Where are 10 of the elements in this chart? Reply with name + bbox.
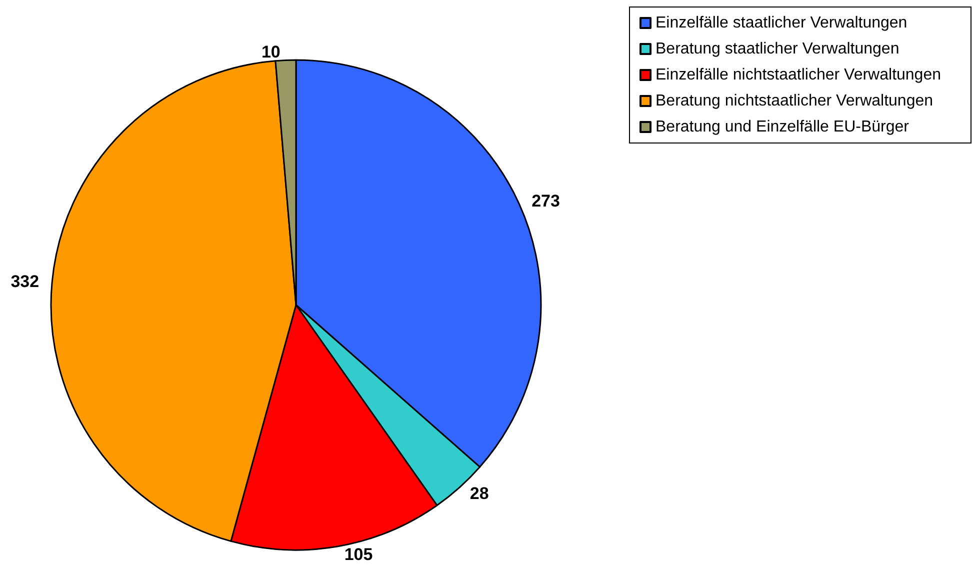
legend-label: Einzelfälle nichtstaatlicher Verwaltungen	[656, 66, 941, 84]
data-label: 273	[532, 191, 560, 210]
legend-label: Beratung nichtstaatlicher Verwaltungen	[656, 92, 934, 110]
data-label: 105	[344, 544, 373, 564]
data-label: 10	[261, 42, 280, 62]
legend-label: Beratung und Einzelfälle EU-Bürger	[656, 118, 910, 136]
legend-label: Beratung staatlicher Verwaltungen	[656, 40, 900, 58]
data-label: 28	[470, 484, 489, 503]
data-label: 332	[10, 272, 40, 292]
legend-label: Einzelfälle staatlicher Verwaltungen	[656, 14, 908, 32]
